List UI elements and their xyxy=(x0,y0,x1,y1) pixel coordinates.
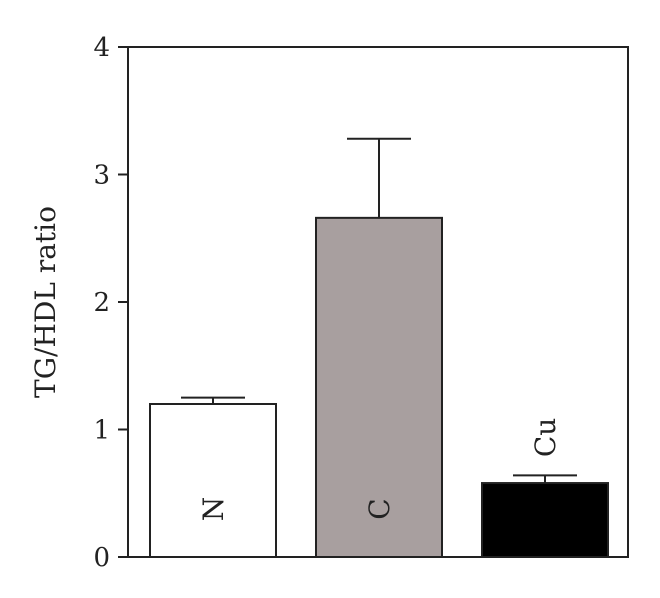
bar-cu xyxy=(481,482,609,558)
y-tick-label: 4 xyxy=(93,33,110,63)
bar-label-cu: Cu xyxy=(529,418,562,457)
bar-label-c: C xyxy=(363,498,396,519)
y-axis: 0 1 2 3 4 xyxy=(93,33,128,573)
y-tick-label: 0 xyxy=(93,543,110,573)
y-tick-label: 1 xyxy=(93,416,110,446)
bar-c xyxy=(315,216,443,558)
y-tick-label: 3 xyxy=(93,161,110,191)
y-axis-label: TG/HDL ratio xyxy=(29,206,62,398)
bars-group: N C Cu xyxy=(149,137,609,558)
y-tick-label: 2 xyxy=(93,288,110,318)
bar-label-n: N xyxy=(197,497,230,522)
bar-n xyxy=(149,403,277,558)
